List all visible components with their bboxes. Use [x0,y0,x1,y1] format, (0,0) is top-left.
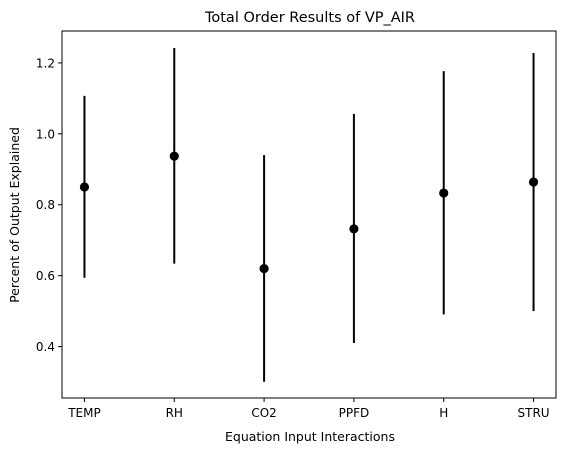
data-point-h [439,188,449,198]
x-tick-label-co2: CO2 [251,406,276,420]
x-axis-label: Equation Input Interactions [225,429,395,444]
data-point-co2 [259,263,269,274]
plot-frame [61,30,557,399]
y-tick-label-3: 1.0 [36,127,55,141]
data-point-stru [528,177,539,187]
data-point-ppfd [349,224,359,234]
x-tick-label-temp: TEMP [67,406,101,420]
y-axis-label: Percent of Output Explained [7,127,22,303]
x-tick-label-rh: RH [166,406,183,420]
y-tick-label-4: 1.2 [36,56,55,70]
y-tick-label-2: 0.8 [36,198,55,212]
marks-layer [79,48,539,382]
y-tick-label-0: 0.4 [36,340,55,354]
y-tick-label-1: 0.6 [36,269,55,283]
data-point-rh [169,151,179,161]
axes-layer: TEMP RH CO2 PPFD H STRU 0.4 0.6 0.8 1.0 1.2 [36,30,557,420]
data-point-temp [79,182,90,192]
x-tick-label-h: H [439,406,448,420]
x-tick-label-stru: STRU [518,406,550,420]
x-tick-label-ppfd: PPFD [339,406,370,420]
chart-title: Total Order Results of VP_AIR [204,10,415,26]
